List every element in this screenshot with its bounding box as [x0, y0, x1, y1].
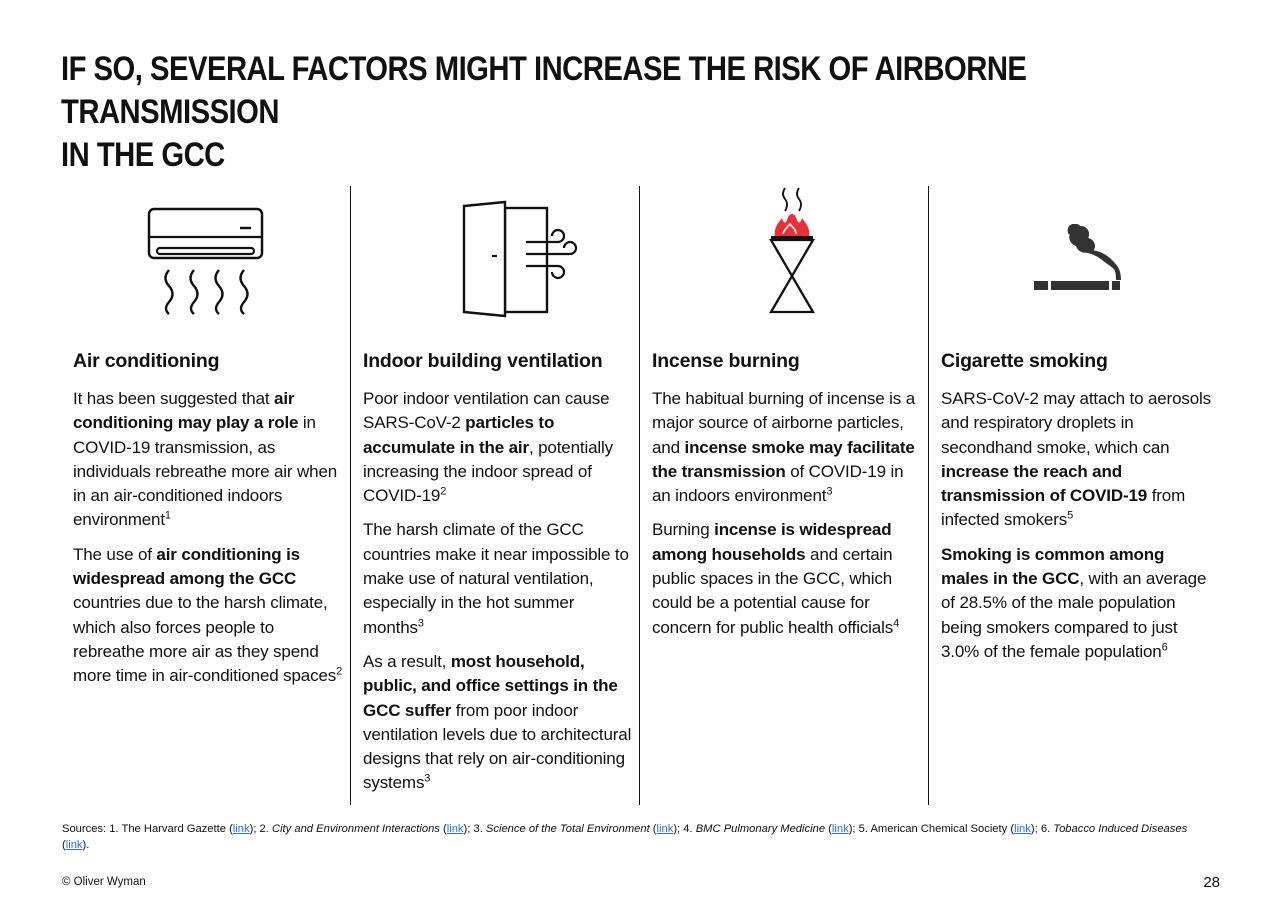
column-text: Air conditioning It has been suggested t…: [73, 348, 344, 699]
column-indoor-ventilation: Indoor building ventilation Poor indoor …: [350, 186, 639, 805]
text-run: , potentially increasing the indoor spre…: [363, 437, 614, 506]
column-paragraph: It has been suggested that air condition…: [73, 387, 344, 533]
column-text: Incense burning The habitual burning of …: [652, 348, 922, 650]
footnote-marker: 3: [424, 772, 431, 785]
column-heading: Cigarette smoking: [941, 350, 1108, 372]
column-paragraphs: The habitual burning of incense is a maj…: [652, 387, 922, 640]
text-run: (: [649, 823, 657, 835]
column-paragraph: Smoking is common among males in the GCC…: [941, 543, 1211, 664]
footnote-marker: 1: [164, 509, 171, 522]
column-text: Indoor building ventilation Poor indoor …: [363, 348, 633, 806]
icon-area: [929, 186, 1217, 321]
footnote-marker: 4: [893, 617, 900, 630]
column-text: Cigarette smoking SARS-CoV-2 may attach …: [941, 348, 1211, 674]
text-run: As a result,: [363, 651, 451, 671]
column-heading: Air conditioning: [73, 350, 220, 372]
text-run: ); 3.: [463, 823, 486, 835]
text-run: ); 5. American Chemical Society (: [848, 823, 1015, 835]
column-paragraph: Burning incense is widespread among hous…: [652, 518, 922, 639]
text-run: (: [62, 839, 66, 851]
source-link[interactable]: link: [446, 823, 464, 835]
bold-text: air conditioning may play a role: [73, 389, 299, 433]
italic-text: Tobacco Induced Diseases: [1053, 823, 1188, 835]
page-title-line-1: IF SO, SEVERAL FACTORS MIGHT INCREASE TH…: [61, 50, 1027, 131]
footnote-marker: 5: [1067, 509, 1074, 522]
source-link[interactable]: link: [65, 839, 83, 851]
footnote-marker: 2: [440, 485, 447, 498]
text-run: Sources: 1. The Harvard Gazette (: [62, 823, 233, 835]
column-paragraph: The harsh climate of the GCC countries m…: [363, 518, 633, 639]
bold-text: increase the reach and transmission of C…: [941, 461, 1148, 506]
column-paragraphs: Poor indoor ventilation can cause SARS-C…: [363, 387, 633, 796]
column-incense-burning: Incense burning The habitual burning of …: [639, 186, 928, 805]
source-link[interactable]: link: [1014, 823, 1031, 835]
column-cigarette-smoking: Cigarette smoking SARS-CoV-2 may attach …: [928, 186, 1217, 805]
text-run: from poor indoor ventilation levels due …: [363, 700, 632, 793]
column-heading: Indoor building ventilation: [363, 350, 603, 372]
source-link[interactable]: link: [232, 823, 250, 835]
text-run: countries due to the harsh climate, whic…: [73, 593, 337, 686]
footnote-marker: 3: [826, 485, 833, 498]
incense-burner-icon: [768, 187, 816, 314]
text-run: Burning: [652, 520, 715, 540]
page-title: IF SO, SEVERAL FACTORS MIGHT INCREASE TH…: [61, 48, 1059, 177]
page-title-line-2: IN THE GCC: [61, 136, 225, 174]
source-link[interactable]: link: [656, 823, 674, 835]
text-run: The use of: [73, 544, 157, 564]
icon-area: [351, 186, 639, 321]
text-run: ); 6.: [1030, 823, 1054, 835]
door-wind-icon: [462, 200, 578, 318]
column-paragraph: The use of air conditioning is widesprea…: [73, 543, 344, 689]
column-paragraphs: It has been suggested that air condition…: [73, 387, 344, 689]
text-run: and certain public spaces in the GCC, wh…: [652, 544, 894, 637]
italic-text: BMC Pulmonary Medicine: [695, 823, 826, 835]
text-run: (: [825, 823, 832, 835]
column-paragraphs: SARS-CoV-2 may attach to aerosols and re…: [941, 387, 1211, 664]
footnote-marker: 3: [417, 617, 424, 630]
text-run: in COVID-19 transmission, as individuals…: [73, 413, 338, 530]
page-number: 28: [1203, 874, 1220, 891]
italic-text: Science of the Total Environment: [485, 823, 650, 835]
text-run: SARS-CoV-2 may attach to aerosols and re…: [941, 389, 1212, 457]
text-run: The habitual burning of incense is a maj…: [652, 389, 915, 457]
cigarette-icon: [1034, 224, 1121, 290]
text-run: ); 4.: [673, 823, 696, 835]
footnote-marker: 2: [336, 665, 343, 678]
bold-text: incense smoke may facilitate the transmi…: [652, 437, 915, 481]
source-link[interactable]: link: [831, 823, 849, 835]
bold-text: air conditioning is widespread among the…: [73, 544, 300, 589]
column-air-conditioning: Air conditioning It has been suggested t…: [61, 186, 350, 805]
text-run: , with an average of 28.5% of the male p…: [941, 569, 1207, 661]
bold-text: incense is widespread among households: [652, 520, 892, 564]
column-paragraph: Poor indoor ventilation can cause SARS-C…: [363, 387, 633, 508]
footnote-marker: 6: [1161, 641, 1168, 654]
text-run: ).: [82, 839, 90, 851]
text-run: ); 2.: [249, 823, 272, 835]
bold-text: most household, public, and office setti…: [363, 651, 618, 720]
air-conditioner-icon: [147, 207, 264, 315]
italic-text: City and Environment Interactions: [271, 823, 440, 835]
text-run: of COVID-19 in an indoors environment: [652, 461, 904, 506]
copyright: © Oliver Wyman: [62, 876, 146, 888]
icon-area: [640, 186, 928, 321]
column-heading: Incense burning: [652, 350, 800, 372]
icon-area: [61, 186, 350, 321]
column-paragraph: As a result, most household, public, and…: [363, 650, 633, 796]
text-run: It has been suggested that: [73, 389, 275, 408]
text-run: The harsh climate of the GCC countries m…: [363, 520, 629, 637]
column-paragraph: SARS-CoV-2 may attach to aerosols and re…: [941, 387, 1211, 533]
text-run: Poor indoor ventilation can cause SARS-C…: [363, 389, 610, 433]
column-paragraph: The habitual burning of incense is a maj…: [652, 387, 922, 508]
text-run: (: [439, 823, 447, 835]
bold-text: particles to accumulate in the air: [363, 413, 555, 457]
sources-footnote: Sources: 1. The Harvard Gazette (link); …: [62, 821, 1212, 853]
bold-text: Smoking is common among males in the GCC: [941, 544, 1165, 589]
text-run: from infected smokers: [941, 486, 1186, 530]
